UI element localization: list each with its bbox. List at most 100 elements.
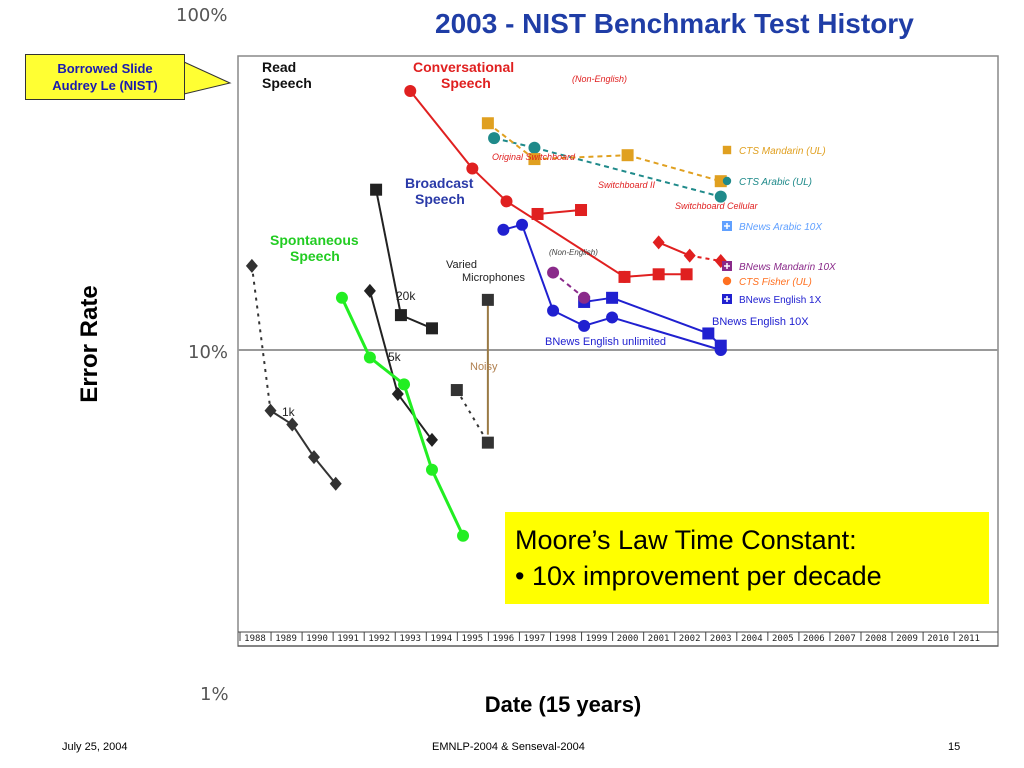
series-segment xyxy=(611,296,709,335)
data-point xyxy=(575,204,588,217)
series-segment xyxy=(493,137,535,149)
data-point xyxy=(702,327,715,340)
data-point xyxy=(329,476,342,491)
data-point xyxy=(425,432,438,447)
series-switchboard-cellular xyxy=(618,268,693,283)
chart-title: 2003 - NIST Benchmark Test History xyxy=(435,8,914,39)
data-point xyxy=(618,270,631,283)
data-point xyxy=(680,268,693,281)
legend-label: BNews English 1X xyxy=(739,295,822,306)
annotation-bnews-english-unlimited: BNews English unlimited xyxy=(545,336,666,348)
x-tick-label-1989: 1989 xyxy=(275,634,297,644)
series-switchboard-ii xyxy=(531,204,588,220)
data-point xyxy=(578,291,591,304)
legend-item-cts-mandarin-ul: CTS Mandarin (UL) xyxy=(722,145,826,157)
series-segment xyxy=(552,271,585,299)
series-non-english-cts-arabic xyxy=(488,132,727,203)
y-tick-10: 10% xyxy=(188,342,229,363)
annotation-spontaneous-speech: Spontaneous Speech xyxy=(270,232,359,264)
legend-marker xyxy=(722,261,732,271)
x-tick-label-2003: 2003 xyxy=(710,634,732,644)
x-tick-label-2001: 2001 xyxy=(648,634,670,644)
moore-line-2: • 10x improvement per decade xyxy=(515,561,882,591)
legend-item-bnews-english-1x: BNews English 1X xyxy=(722,294,822,306)
series-non-english-cts-mandarin xyxy=(481,117,727,188)
data-point xyxy=(363,283,376,298)
series-read-speech-5k-20k xyxy=(370,183,438,335)
annotation-read-speech: Read Speech xyxy=(262,59,312,91)
x-tick-label-2007: 2007 xyxy=(834,634,856,644)
x-tick-label-1988: 1988 xyxy=(244,634,266,644)
annotation-switchboard-cellular: Switchboard Cellular xyxy=(675,201,759,211)
x-tick-label-1998: 1998 xyxy=(555,634,577,644)
data-point xyxy=(516,218,529,231)
series-segment xyxy=(291,423,315,458)
callout-line-1: Borrowed Slide xyxy=(57,61,153,76)
x-tick-label-2008: 2008 xyxy=(865,634,887,644)
legend-label: CTS Mandarin (UL) xyxy=(739,146,826,157)
series-segment xyxy=(537,209,582,215)
data-point xyxy=(481,436,494,449)
legend-marker xyxy=(722,145,732,155)
annotation-5k: 5k xyxy=(388,350,402,364)
series-segment xyxy=(658,241,691,257)
legend-marker xyxy=(722,276,732,286)
data-point xyxy=(335,291,348,304)
data-point xyxy=(547,266,560,279)
data-point xyxy=(457,529,470,542)
series-segment xyxy=(471,167,508,203)
data-point xyxy=(307,450,320,465)
data-point xyxy=(481,117,494,130)
data-point xyxy=(245,258,258,273)
annotation-noisy: Noisy xyxy=(470,361,498,373)
y-tick-100: 100% xyxy=(176,5,228,26)
annotation-non-english: (Non-English) xyxy=(549,248,598,257)
legend-label: CTS Fisher (UL) xyxy=(739,277,812,288)
data-point xyxy=(391,386,404,401)
data-point xyxy=(363,351,376,364)
legend-label: BNews Arabic 10X xyxy=(739,222,822,233)
footer-date: July 25, 2004 xyxy=(62,741,128,753)
data-point xyxy=(425,322,438,335)
data-point xyxy=(528,153,541,166)
data-point xyxy=(621,149,634,162)
x-tick-label-1996: 1996 xyxy=(493,634,515,644)
x-tick-label-2006: 2006 xyxy=(803,634,825,644)
data-point xyxy=(286,417,299,432)
series-segment xyxy=(505,200,626,278)
series-segment xyxy=(611,316,722,351)
series-varied-microphones xyxy=(481,293,494,435)
data-point xyxy=(714,339,727,352)
series-segment xyxy=(534,154,628,161)
annotation-20k: 20k xyxy=(396,289,416,303)
x-tick-label-1994: 1994 xyxy=(430,634,452,644)
legend-item-cts-fisher-ul: CTS Fisher (UL) xyxy=(722,276,812,288)
legend-item-bnews-mandarin-10x: BNews Mandarin 10X xyxy=(722,261,836,273)
annotation-bnews-english-10x: BNews English 10X xyxy=(712,316,809,328)
callout-pointer xyxy=(183,61,232,95)
data-point xyxy=(528,141,541,154)
series-segment xyxy=(487,122,536,160)
moores-law-box: Moore’s Law Time Constant: • 10x improve… xyxy=(505,512,989,604)
data-point xyxy=(547,304,560,317)
data-point xyxy=(652,235,665,250)
series-conversational-speech-original-switchboard xyxy=(404,84,631,283)
data-point xyxy=(425,463,438,476)
annotation-1k: 1k xyxy=(282,405,296,419)
data-point xyxy=(714,175,727,188)
x-tick-label-1997: 1997 xyxy=(524,634,546,644)
footer-page: 15 xyxy=(948,741,961,753)
data-point xyxy=(398,378,411,391)
series-spontaneous-speech xyxy=(335,291,470,542)
annotation-varied-microphones: Varied Microphones xyxy=(446,259,525,284)
annotation-original-switchboard: Original Switchboard xyxy=(492,152,576,162)
x-tick-label-1999: 1999 xyxy=(586,634,608,644)
x-tick-label-2005: 2005 xyxy=(772,634,794,644)
data-point xyxy=(606,311,619,324)
legend-item-cts-arabic-ul: CTS Arabic (UL) xyxy=(722,176,812,188)
x-axis-label: Date (15 years) xyxy=(484,692,642,717)
legend-marker xyxy=(722,294,732,304)
data-point xyxy=(450,384,463,397)
x-tick-label-2011: 2011 xyxy=(958,634,980,644)
